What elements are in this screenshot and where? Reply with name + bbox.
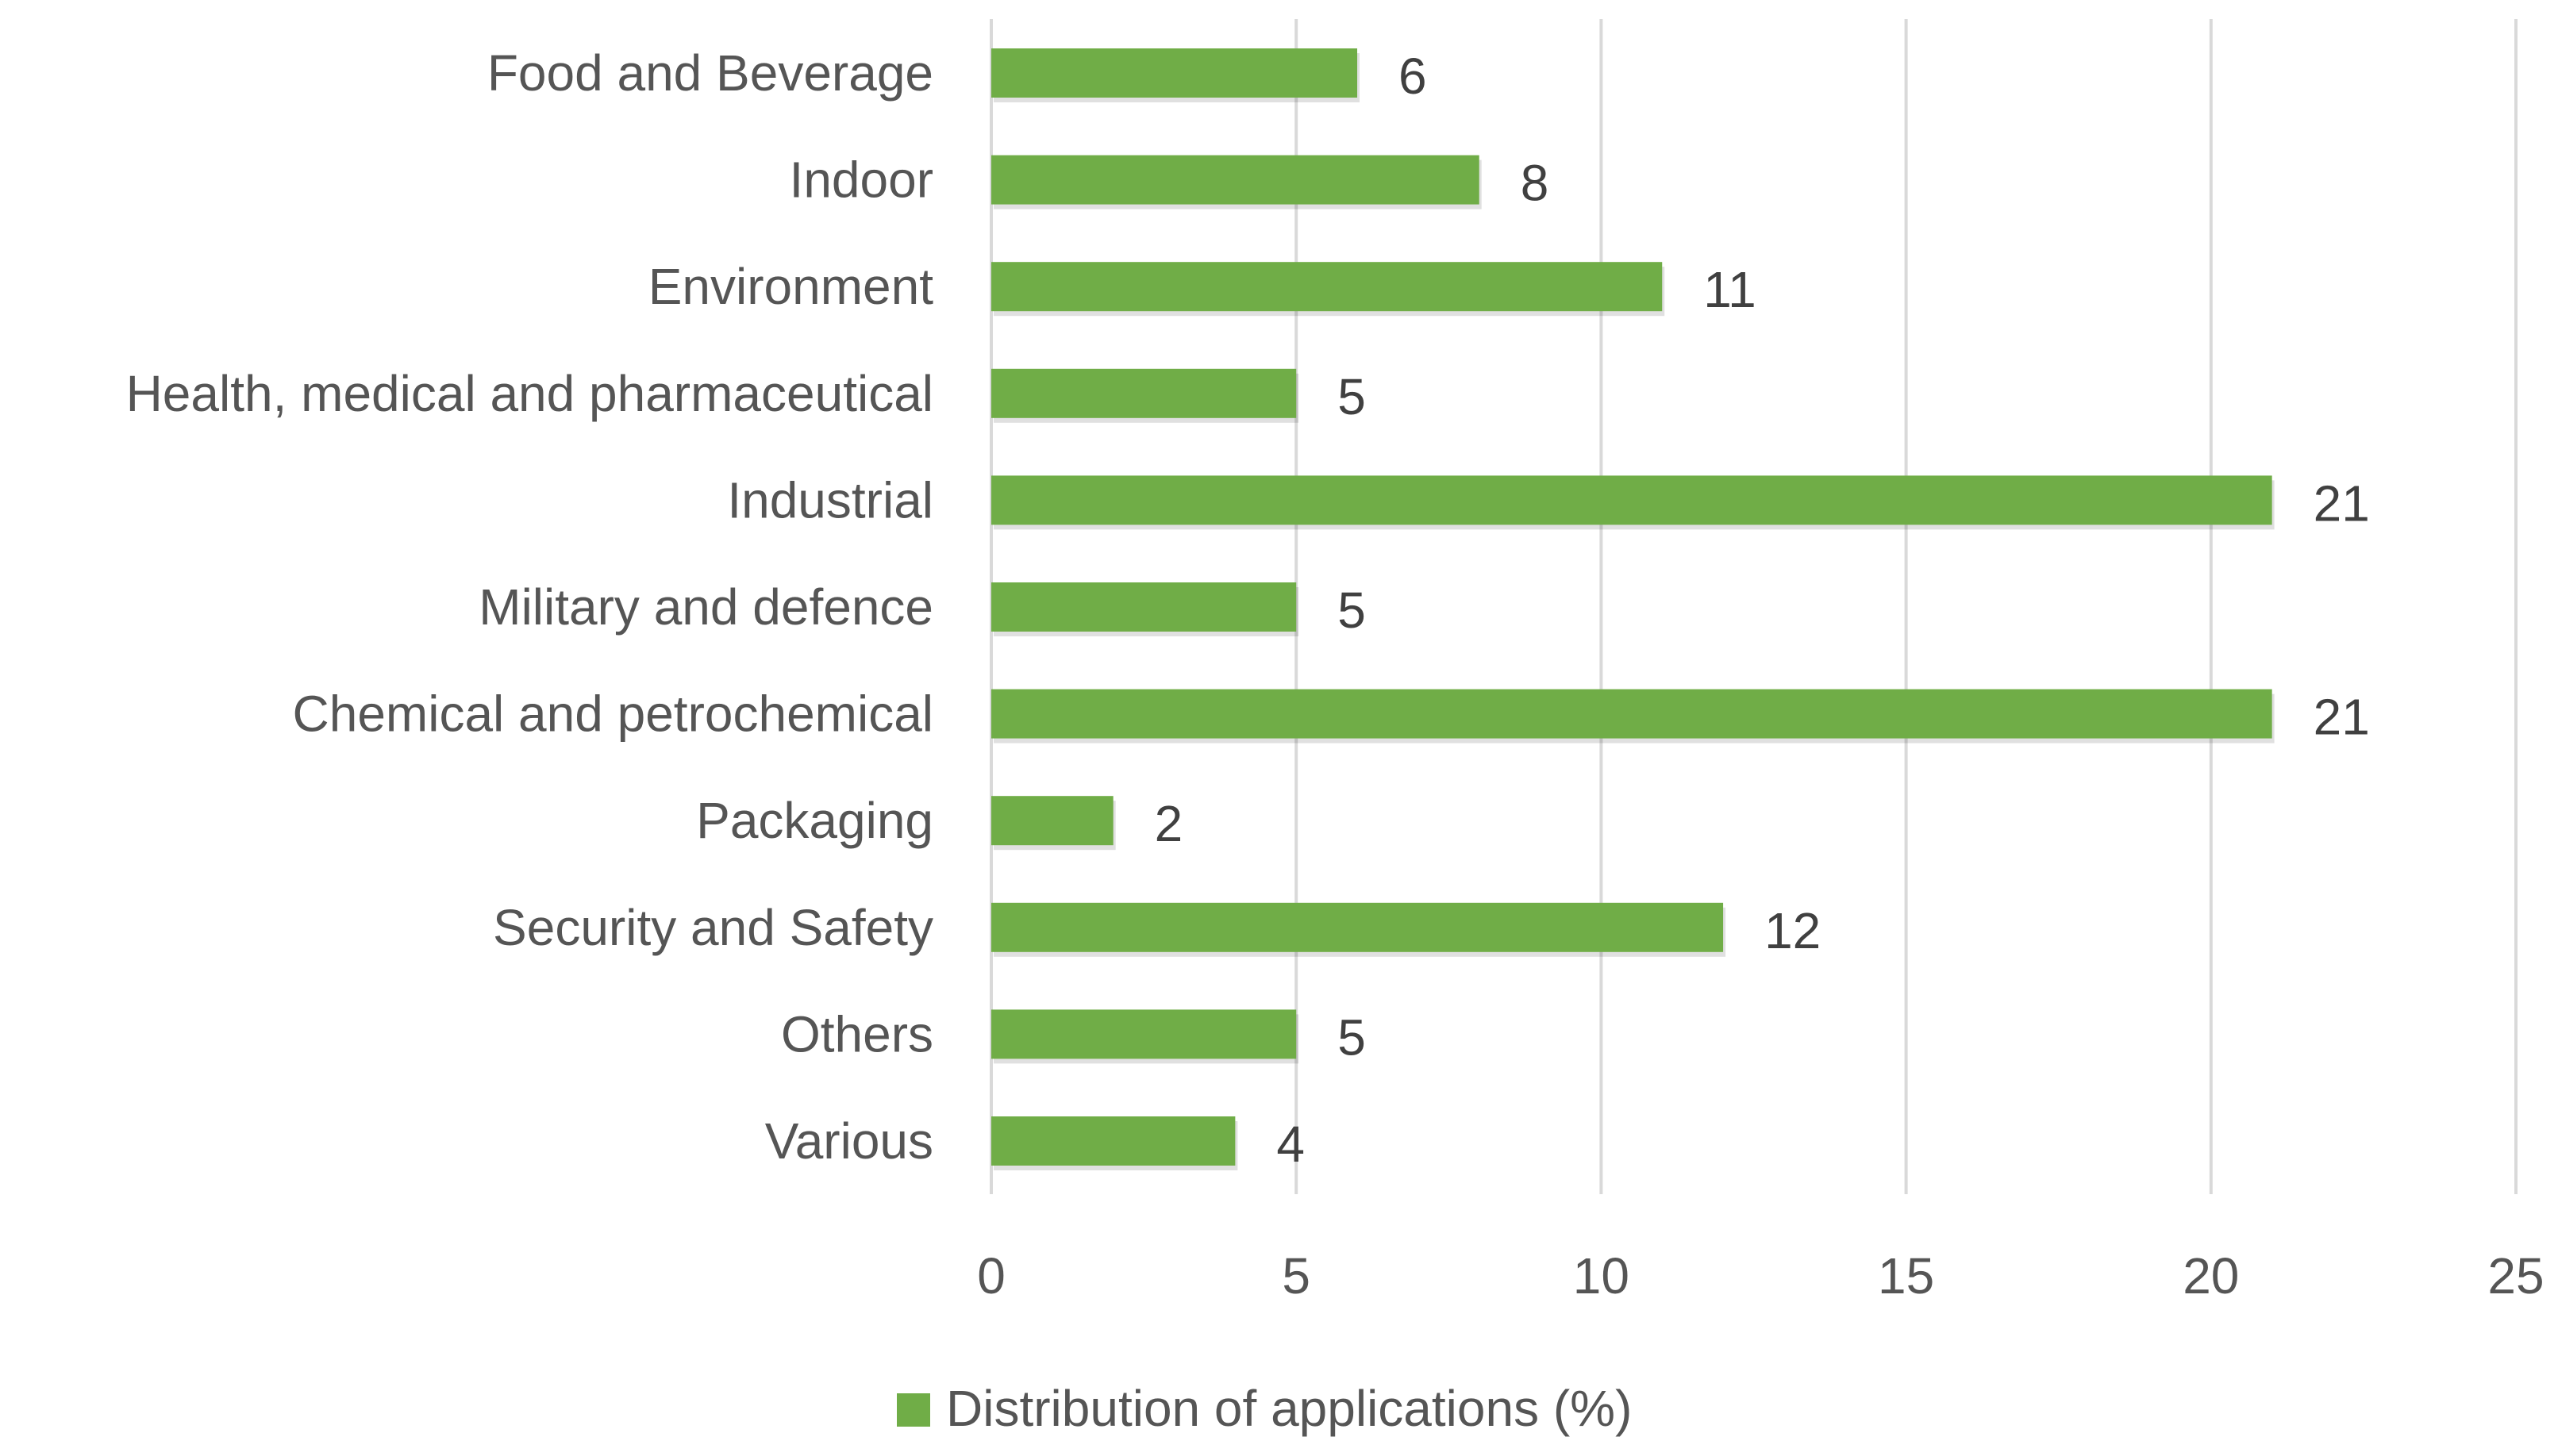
- data-label: 21: [2314, 474, 2370, 532]
- x-tick-label: 20: [2183, 1247, 2239, 1304]
- bar: [991, 475, 2272, 525]
- data-label: 5: [1337, 368, 1366, 425]
- legend: Distribution of applications (%): [897, 1380, 1632, 1437]
- bar: [991, 368, 1297, 418]
- category-label: Chemical and petrochemical: [293, 686, 934, 743]
- x-tick-label: 10: [1573, 1247, 1629, 1304]
- bar: [991, 48, 1358, 98]
- category-label: Packaging: [696, 792, 933, 849]
- bar: [991, 155, 1479, 205]
- x-tick-label: 5: [1282, 1247, 1310, 1304]
- category-label: Environment: [648, 258, 934, 315]
- x-tick-label: 25: [2487, 1247, 2544, 1304]
- category-label: Indoor: [790, 152, 933, 209]
- data-label: 4: [1276, 1116, 1305, 1173]
- bar: [991, 1116, 1236, 1166]
- bar: [991, 689, 2272, 739]
- category-labels: Food and Beverage Indoor Environment Health…: [126, 44, 934, 1170]
- legend-label: Distribution of applications (%): [946, 1380, 1632, 1437]
- data-label: 2: [1155, 795, 1183, 852]
- bar: [991, 582, 1297, 632]
- data-label: 5: [1337, 582, 1366, 639]
- x-axis-tick-labels: 0 5 10 15 20 25: [977, 1247, 2544, 1304]
- data-label: 6: [1398, 48, 1427, 105]
- data-label: 12: [1764, 902, 1821, 959]
- category-label: Health, medical and pharmaceutical: [126, 365, 933, 422]
- category-label: Various: [765, 1112, 933, 1170]
- x-tick-label: 0: [977, 1247, 1006, 1304]
- bar: [991, 262, 1663, 312]
- data-label: 8: [1521, 155, 1549, 212]
- bars: [991, 48, 2275, 1170]
- category-label: Security and Safety: [493, 899, 933, 956]
- category-label: Food and Beverage: [487, 44, 933, 102]
- category-label: Others: [781, 1005, 933, 1062]
- bar: [991, 902, 1724, 952]
- bar: [991, 1009, 1297, 1059]
- category-label: Military and defence: [479, 578, 933, 636]
- x-tick-label: 15: [1878, 1247, 1934, 1304]
- data-label: 21: [2314, 689, 2370, 746]
- data-label: 11: [1703, 261, 1756, 318]
- data-label: 5: [1337, 1008, 1366, 1066]
- legend-swatch: [897, 1393, 930, 1427]
- gridlines: [990, 19, 2518, 1194]
- category-label: Industrial: [727, 471, 933, 528]
- bar: [991, 796, 1114, 846]
